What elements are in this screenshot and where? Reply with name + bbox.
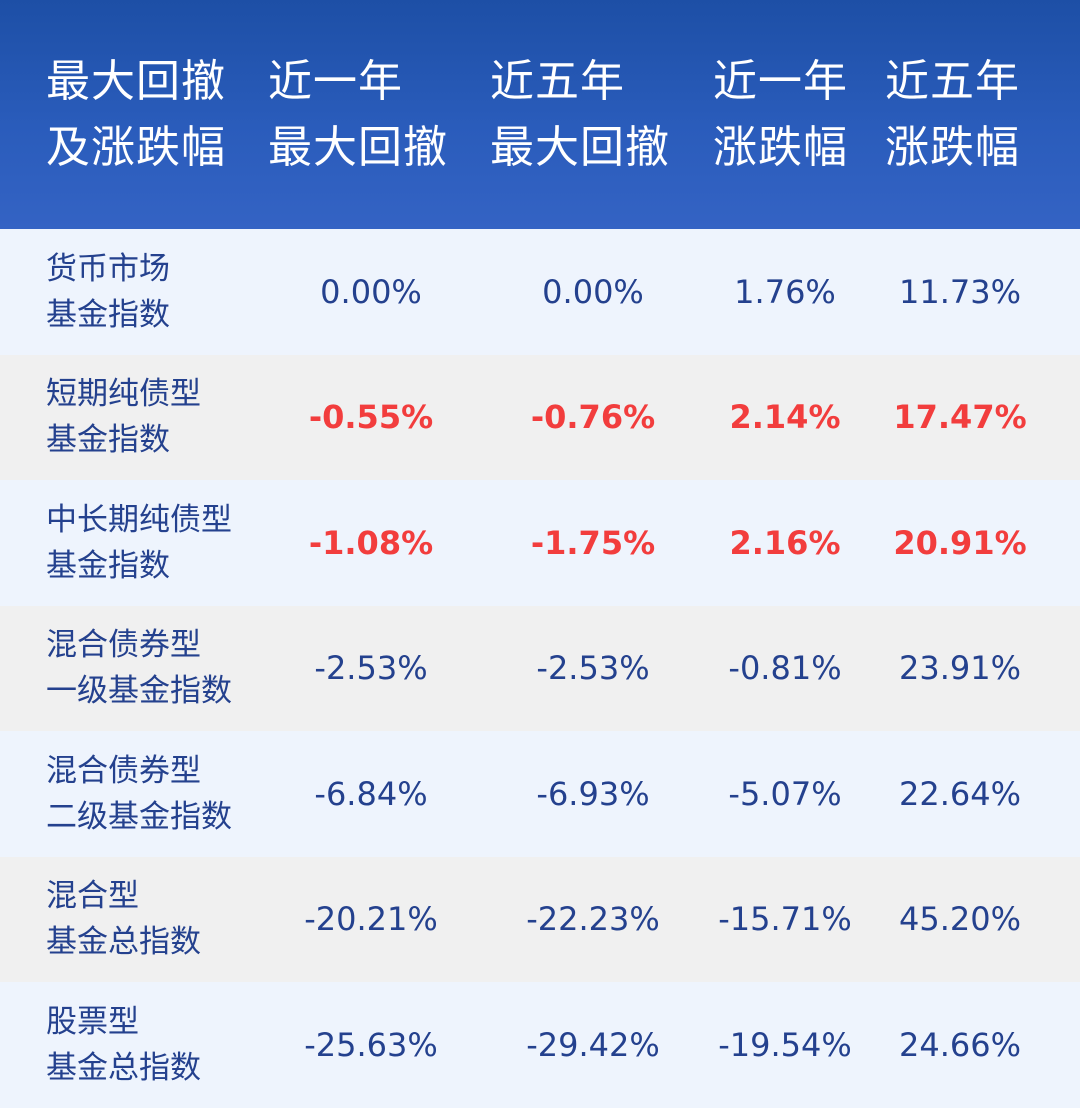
cell-1y-drawdown: -25.63% (304, 1025, 438, 1064)
row-name-line2: 基金指数 (46, 296, 170, 333)
header-metric: 最大回撤 及涨跌幅 (46, 49, 226, 181)
row-name: 短期纯债型 基金指数 (46, 371, 201, 463)
cell-1y-drawdown: 0.00% (320, 272, 422, 311)
header-5y-change-line2: 涨跌幅 (885, 121, 1020, 173)
row-name-line2: 基金指数 (46, 422, 170, 459)
cell-5y-change: 24.66% (898, 1025, 1021, 1064)
row-name-line1: 中长期纯债型 (46, 501, 232, 538)
header-5y-drawdown-line1: 近五年 (490, 55, 625, 107)
cell-5y-change: 17.47% (893, 398, 1027, 437)
cell-1y-drawdown: -2.53% (314, 649, 428, 688)
cell-5y-change: 11.73% (898, 272, 1021, 311)
header-1y-change-line1: 近一年 (713, 55, 848, 107)
row-name: 混合债券型 一级基金指数 (46, 622, 232, 714)
cell-5y-change: 45.20% (898, 900, 1021, 939)
cell-5y-drawdown: -1.75% (530, 523, 656, 562)
cell-1y-change: -19.54% (718, 1025, 852, 1064)
cell-1y-change: 1.76% (734, 272, 836, 311)
cell-5y-drawdown: -29.42% (526, 1025, 660, 1064)
row-name-line2: 基金指数 (46, 547, 170, 584)
row-name: 中长期纯债型 基金指数 (46, 497, 232, 589)
table-row: 混合型 基金总指数 -20.21% -22.23% -15.71% 45.20% (0, 856, 1080, 982)
cell-5y-drawdown: 0.00% (542, 272, 644, 311)
cell-1y-drawdown: -1.08% (308, 523, 434, 562)
row-name-line2: 二级基金指数 (46, 798, 232, 835)
row-name-line1: 混合债券型 (46, 752, 201, 789)
row-name-line1: 短期纯债型 (46, 376, 201, 413)
row-name-line1: 股票型 (46, 1003, 139, 1040)
table-row: 混合债券型 二级基金指数 -6.84% -6.93% -5.07% 22.64% (0, 731, 1080, 857)
header-metric-line2: 及涨跌幅 (46, 121, 226, 173)
row-name-line1: 混合型 (46, 878, 139, 915)
row-name: 混合债券型 二级基金指数 (46, 748, 232, 840)
row-name-line2: 基金总指数 (46, 924, 201, 961)
header-metric-line1: 最大回撤 (46, 55, 226, 107)
cell-5y-change: 20.91% (893, 523, 1027, 562)
row-name-line2: 基金总指数 (46, 1049, 201, 1086)
cell-1y-change: -5.07% (728, 774, 842, 813)
cell-5y-change: 22.64% (898, 774, 1021, 813)
header-5y-change-line1: 近五年 (885, 55, 1020, 107)
cell-5y-drawdown: -22.23% (526, 900, 660, 939)
row-name: 混合型 基金总指数 (46, 873, 201, 965)
row-name-line1: 货币市场 (46, 250, 170, 287)
header-1y-drawdown-line2: 最大回撤 (268, 121, 448, 173)
row-name-line2: 一级基金指数 (46, 673, 232, 710)
cell-1y-drawdown: -6.84% (314, 774, 428, 813)
header-5y-change: 近五年 涨跌幅 (885, 49, 1020, 181)
header-1y-change: 近一年 涨跌幅 (713, 49, 848, 181)
cell-1y-change: 2.16% (729, 523, 841, 562)
cell-1y-change: -0.81% (728, 649, 842, 688)
cell-1y-drawdown: -0.55% (308, 398, 434, 437)
table-row: 股票型 基金总指数 -25.63% -29.42% -19.54% 24.66% (0, 982, 1080, 1108)
cell-5y-change: 23.91% (898, 649, 1021, 688)
header-5y-drawdown-line2: 最大回撤 (490, 121, 670, 173)
header-1y-drawdown: 近一年 最大回撤 (268, 49, 448, 181)
cell-1y-change: 2.14% (729, 398, 841, 437)
row-name: 股票型 基金总指数 (46, 999, 201, 1091)
header-1y-change-line2: 涨跌幅 (713, 121, 848, 173)
cell-5y-drawdown: -6.93% (536, 774, 650, 813)
table-body: 货币市场 基金指数 0.00% 0.00% 1.76% 11.73% 短期纯债型… (0, 229, 1080, 1108)
table-row: 货币市场 基金指数 0.00% 0.00% 1.76% 11.73% (0, 229, 1080, 355)
table-row: 短期纯债型 基金指数 -0.55% -0.76% 2.14% 17.47% (0, 354, 1080, 480)
cell-5y-drawdown: -0.76% (530, 398, 656, 437)
cell-5y-drawdown: -2.53% (536, 649, 650, 688)
row-name-line1: 混合债券型 (46, 627, 201, 664)
header-1y-drawdown-line1: 近一年 (268, 55, 403, 107)
cell-1y-drawdown: -20.21% (304, 900, 438, 939)
table-row: 混合债券型 一级基金指数 -2.53% -2.53% -0.81% 23.91% (0, 605, 1080, 731)
cell-1y-change: -15.71% (718, 900, 852, 939)
table-row: 中长期纯债型 基金指数 -1.08% -1.75% 2.16% 20.91% (0, 480, 1080, 606)
header-5y-drawdown: 近五年 最大回撤 (490, 49, 670, 181)
row-name: 货币市场 基金指数 (46, 246, 170, 338)
table-header: 最大回撤 及涨跌幅 近一年 最大回撤 近五年 最大回撤 近一年 涨跌幅 近五年 … (0, 0, 1080, 229)
